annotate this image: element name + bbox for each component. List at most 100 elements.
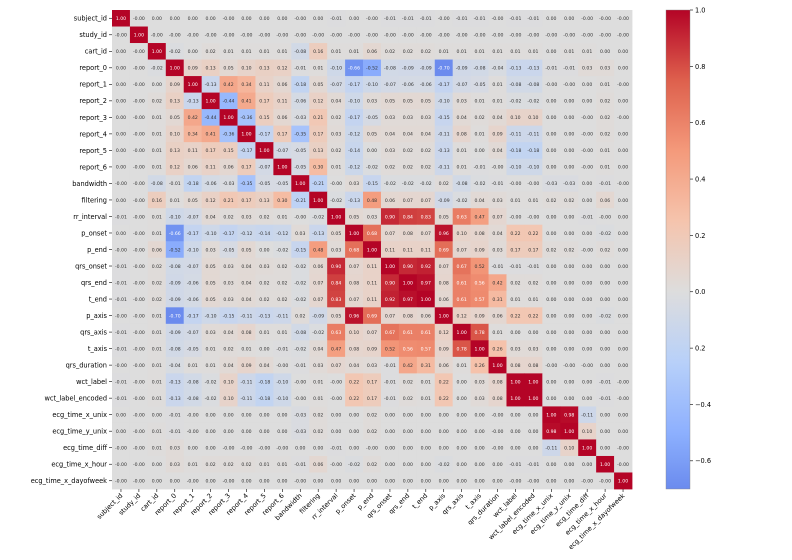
heatmap-cell bbox=[291, 472, 310, 490]
cell-annotation: -0.02 bbox=[527, 99, 539, 105]
cell-annotation: 0.01 bbox=[439, 49, 449, 55]
heatmap-cell bbox=[273, 92, 292, 110]
heatmap-cell bbox=[147, 59, 167, 77]
cell-annotation: -0.00 bbox=[492, 33, 504, 39]
cell-annotation: 0.02 bbox=[277, 264, 287, 270]
heatmap-cell bbox=[434, 323, 454, 341]
heatmap-cell bbox=[129, 191, 149, 209]
heatmap-cell bbox=[488, 389, 507, 407]
heatmap-cell bbox=[112, 175, 131, 193]
heatmap-cell bbox=[614, 208, 633, 226]
heatmap-cell bbox=[416, 406, 436, 424]
cell-annotation: 0.01 bbox=[152, 148, 162, 154]
cell-annotation: 0.09 bbox=[188, 66, 198, 72]
cell-annotation: 0.05 bbox=[367, 132, 377, 138]
cell-annotation: -0.08 bbox=[187, 379, 199, 385]
cell-annotation: 0.00 bbox=[116, 412, 126, 418]
cell-annotation: 0.02 bbox=[403, 396, 413, 402]
cell-annotation: 0.00 bbox=[600, 280, 610, 286]
heatmap-cell bbox=[201, 175, 220, 193]
cell-annotation: -0.08 bbox=[169, 346, 181, 352]
heatmap-cell bbox=[201, 290, 220, 308]
heatmap-cell bbox=[183, 472, 203, 490]
cell-annotation: 0.09 bbox=[474, 247, 484, 253]
heatmap-cell bbox=[345, 274, 364, 292]
heatmap-cell bbox=[219, 76, 238, 93]
heatmap-cell bbox=[183, 422, 203, 440]
cell-annotation: -0.02 bbox=[330, 198, 342, 204]
heatmap-cell bbox=[542, 340, 561, 358]
cell-annotation: 0.00 bbox=[116, 165, 126, 171]
heatmap-cell bbox=[416, 92, 436, 110]
heatmap-cell bbox=[165, 76, 185, 93]
heatmap-cell bbox=[112, 274, 131, 292]
heatmap-cell bbox=[255, 26, 274, 44]
heatmap-cell bbox=[506, 26, 525, 44]
heatmap-cell bbox=[398, 241, 418, 259]
heatmap-cell bbox=[327, 241, 346, 259]
cell-annotation: -0.00 bbox=[563, 33, 575, 39]
heatmap-cell bbox=[398, 455, 418, 473]
cell-annotation: 0.01 bbox=[457, 49, 467, 55]
heatmap-cell bbox=[380, 10, 400, 27]
cell-annotation: 0.00 bbox=[421, 479, 431, 485]
heatmap-cell bbox=[327, 290, 346, 308]
heatmap-cell bbox=[596, 142, 615, 160]
heatmap-cell bbox=[542, 439, 561, 457]
heatmap-cell bbox=[309, 142, 328, 160]
cell-annotation: 0.01 bbox=[277, 462, 287, 468]
heatmap-cell bbox=[327, 323, 346, 341]
cell-annotation: 0.01 bbox=[528, 49, 538, 55]
cell-annotation: -0.07 bbox=[276, 148, 288, 154]
heatmap-cell bbox=[416, 208, 436, 226]
cell-annotation: 0.00 bbox=[546, 231, 556, 237]
cell-annotation: 0.00 bbox=[492, 479, 502, 485]
cell-annotation: 0.00 bbox=[582, 313, 592, 319]
heatmap-cell bbox=[488, 109, 507, 127]
heatmap-cell bbox=[578, 389, 597, 407]
cell-annotation: 0.00 bbox=[600, 446, 610, 452]
heatmap-cell bbox=[255, 158, 274, 176]
heatmap-cell bbox=[112, 158, 131, 176]
cell-annotation: 0.07 bbox=[313, 297, 323, 303]
cell-annotation: -0.03 bbox=[294, 412, 306, 418]
heatmap-cell bbox=[596, 307, 615, 325]
heatmap-cell bbox=[452, 290, 472, 308]
heatmap-cell bbox=[524, 356, 543, 374]
heatmap-cell bbox=[327, 59, 346, 77]
heatmap-cell bbox=[237, 175, 256, 193]
heatmap-cell bbox=[596, 76, 615, 93]
heatmap-cell bbox=[291, 191, 310, 209]
cell-annotation: 0.00 bbox=[582, 99, 592, 105]
heatmap-cell bbox=[273, 389, 292, 407]
cell-annotation: 0.90 bbox=[403, 264, 413, 270]
y-tick-label: p_axis bbox=[86, 312, 107, 320]
cell-annotation: -0.13 bbox=[169, 379, 181, 385]
heatmap-cell bbox=[255, 208, 274, 226]
heatmap-cell bbox=[309, 307, 328, 325]
colorbar-tick-label: 0.2 bbox=[695, 345, 706, 353]
cell-annotation: 0.84 bbox=[331, 280, 341, 286]
cell-annotation: 0.00 bbox=[277, 16, 287, 22]
heatmap-cell bbox=[470, 356, 489, 374]
heatmap-cell bbox=[380, 307, 400, 325]
heatmap-cell bbox=[434, 26, 454, 44]
heatmap-cell bbox=[363, 472, 382, 490]
heatmap-cell bbox=[398, 43, 418, 60]
cell-annotation: 0.00 bbox=[474, 446, 484, 452]
cell-annotation: -0.14 bbox=[348, 148, 360, 154]
cell-annotation: 0.01 bbox=[152, 214, 162, 220]
cell-annotation: 0.02 bbox=[313, 429, 323, 435]
heatmap-cell bbox=[434, 158, 454, 176]
cell-annotation: 0.00 bbox=[116, 231, 126, 237]
heatmap-cell bbox=[398, 373, 418, 391]
heatmap-cell bbox=[255, 274, 274, 292]
heatmap-cell bbox=[596, 340, 615, 358]
heatmap-cell bbox=[201, 92, 220, 110]
cell-annotation: 0.07 bbox=[385, 231, 395, 237]
cell-annotation: -0.02 bbox=[205, 396, 217, 402]
cell-annotation: -0.00 bbox=[133, 479, 145, 485]
cell-annotation: -0.05 bbox=[223, 247, 235, 253]
heatmap-cell bbox=[452, 175, 472, 193]
heatmap-cell bbox=[524, 43, 543, 60]
